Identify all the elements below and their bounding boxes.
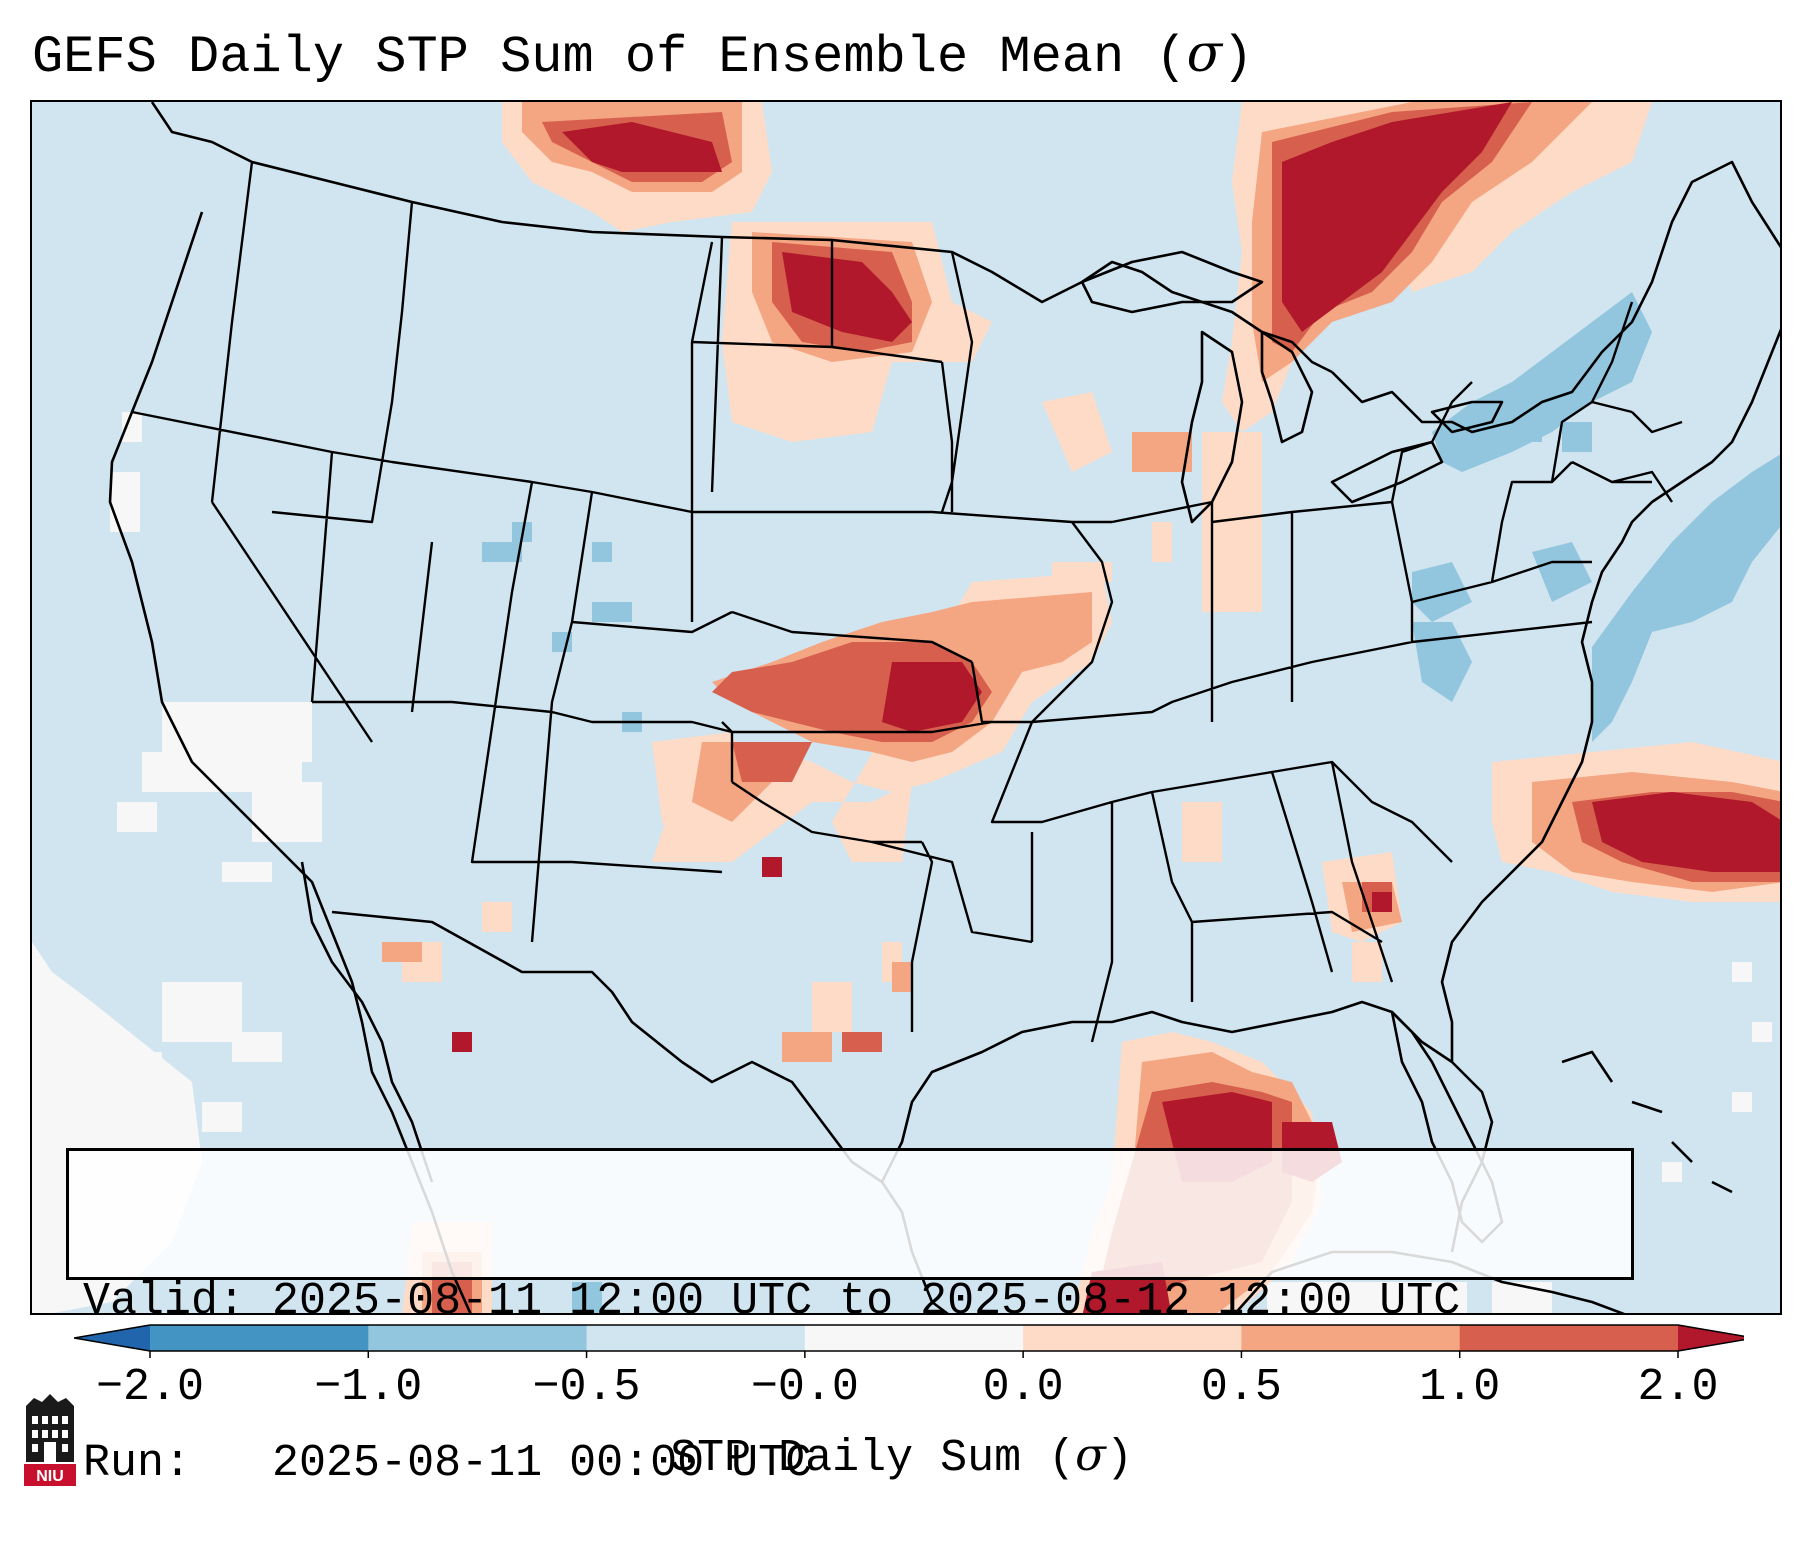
lake-erie [1330,440,1444,504]
colorbar-bin [150,1325,369,1351]
colorbar-tick-label: 1.0 [1419,1362,1501,1413]
colorbar-tick-label: −0.0 [750,1362,859,1413]
lake-huron [1260,330,1314,444]
colorbar-tick-label: 0.5 [1200,1362,1282,1413]
gulf-coast [880,1000,1494,1253]
map-panel [30,100,1782,1315]
valid-value: 2025-08-11 12:00 UTC to 2025-08-12 12:00… [272,1276,1461,1327]
validity-info-box: Valid: 2025-08-11 12:00 UTC to 2025-08-1… [66,1148,1634,1489]
colorbar-bin [1241,1325,1461,1351]
colorbar-tick-label: 2.0 [1637,1362,1719,1413]
run-line: Run: 2025-08-11 00:00 UTC [83,1437,1631,1491]
colorbar-bin [368,1325,588,1351]
run-label: Run: [83,1438,192,1489]
baja-coast [300,861,434,1183]
bahamas [1561,1050,1733,1194]
colorbar [74,1324,1744,1358]
colorbar-bin [1459,1325,1679,1351]
niu-logo: NIU [24,1394,76,1486]
lake-michigan [1180,330,1244,524]
colorbar-bin [1023,1325,1242,1351]
great-lakes-border [1331,160,1780,434]
us-canada-border [150,102,1333,374]
colorbar-tick-label: −1.0 [314,1362,423,1413]
strong-positive-anomaly-region [432,102,1780,1313]
colorbar-label: STP Daily Sum (σ) [670,1428,1133,1484]
lake-superior [1080,250,1264,314]
colorbar-extend-low [74,1325,150,1351]
weak-positive-anomaly-region [402,102,1780,1313]
colorbar-bin [804,1325,1024,1351]
colorbar-tick-label: −2.0 [95,1362,205,1413]
chart-title: GEFS Daily STP Sum of Ensemble Mean (σ) [32,24,1254,87]
map-canvas [32,102,1780,1313]
valid-line: Valid: 2025-08-11 12:00 UTC to 2025-08-1… [83,1275,1631,1329]
run-value: 2025-08-11 00:00 UTC [272,1438,813,1489]
colorbar-tick-label: 0.0 [982,1362,1064,1413]
colorbar-extend-high [1678,1325,1744,1351]
svg-text:NIU: NIU [36,1468,64,1485]
colorbar-bin [586,1325,806,1351]
atlantic-coast [1440,328,1780,1062]
west-coast [108,211,472,1313]
valid-label: Valid: [83,1276,246,1327]
lake-ontario [1430,400,1504,434]
colorbar-tick-label: −0.5 [532,1362,641,1413]
state-lines [131,161,1683,1043]
